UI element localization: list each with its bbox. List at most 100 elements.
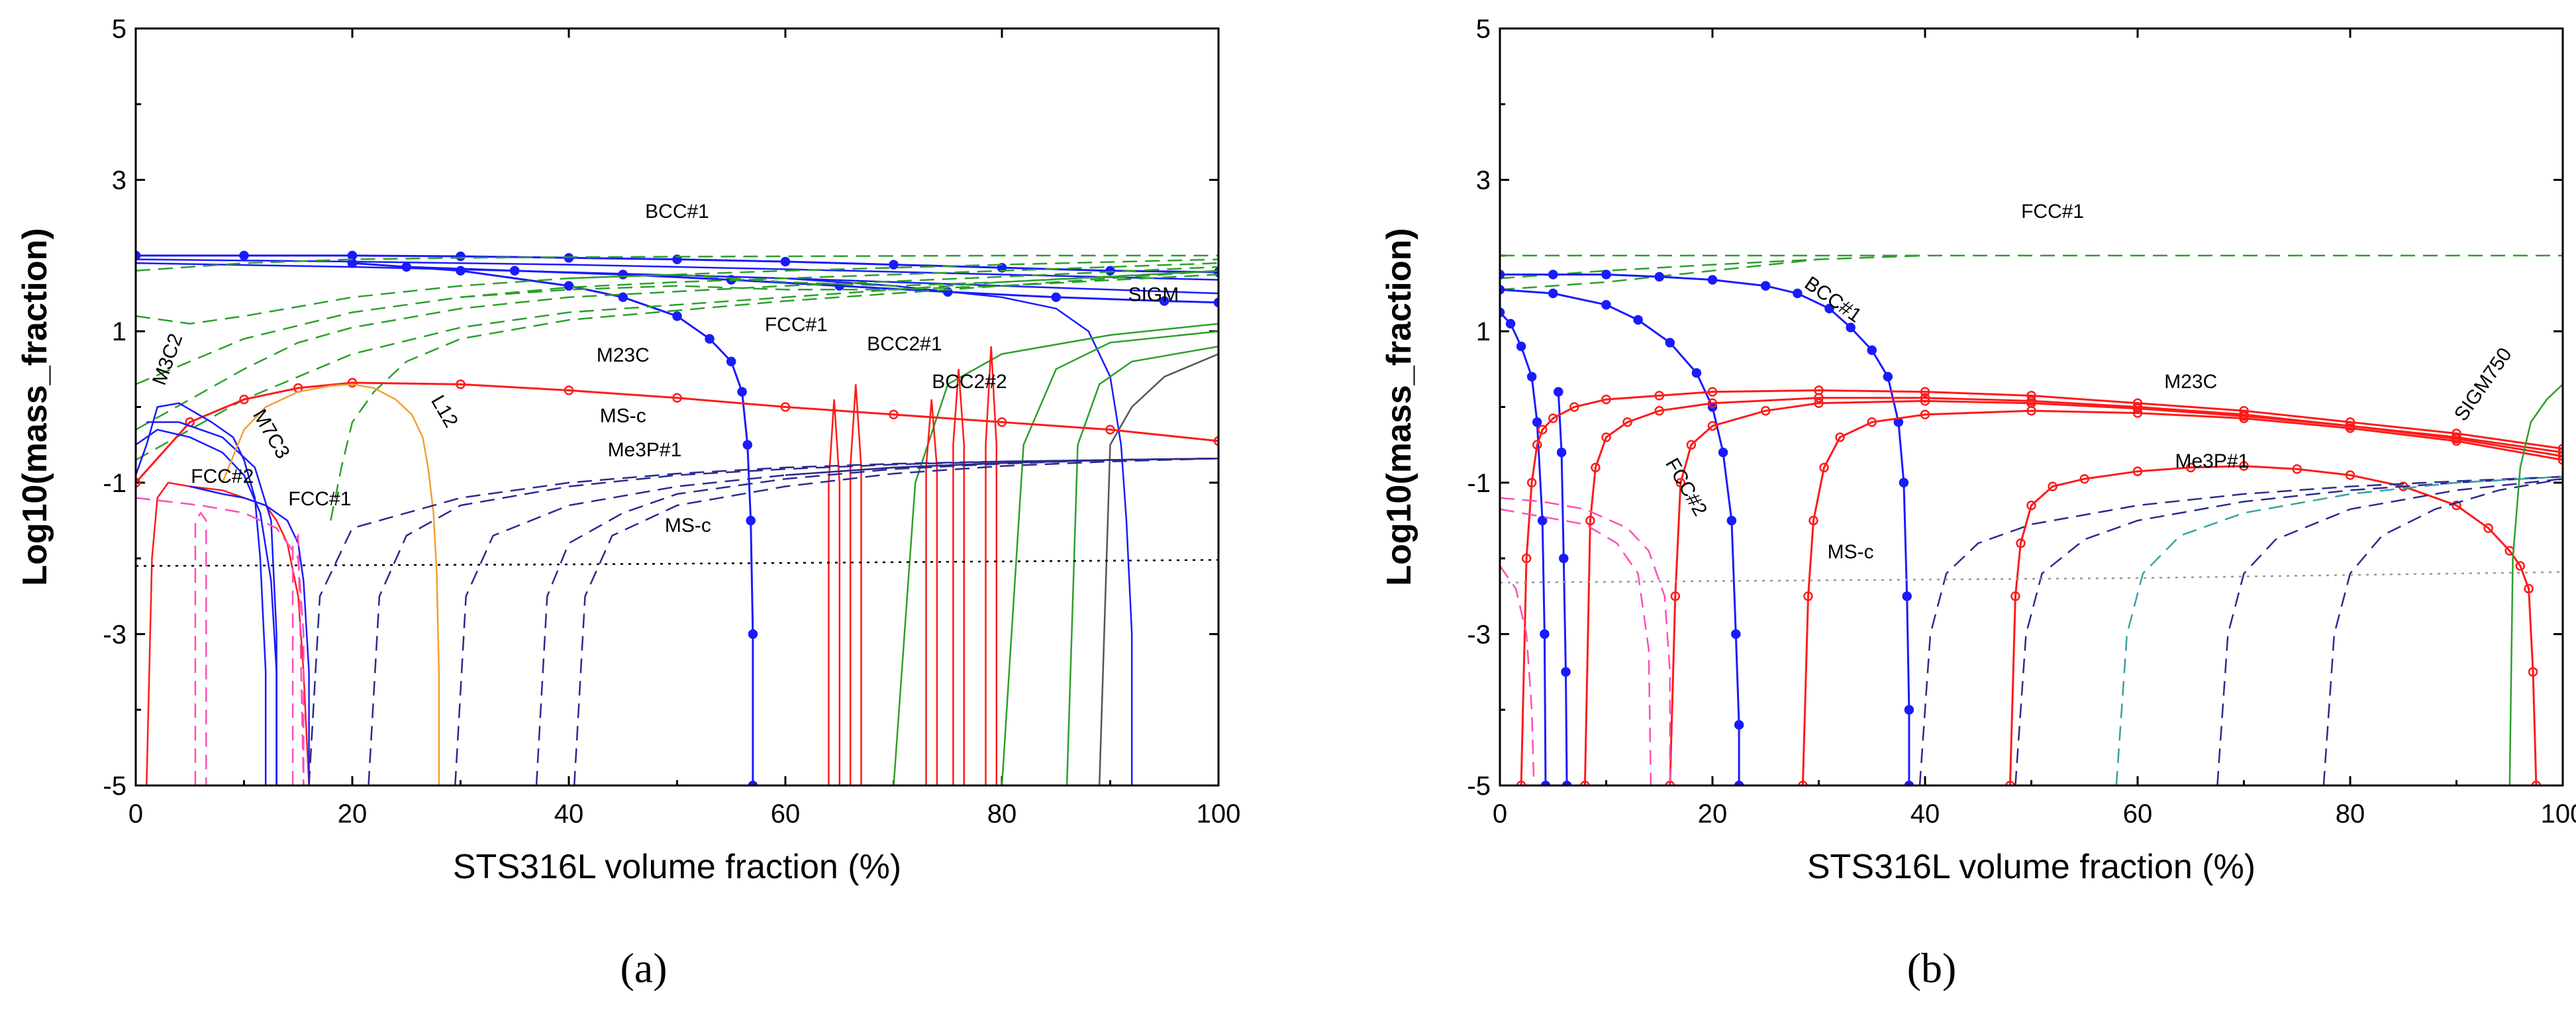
data-point	[1548, 270, 1558, 279]
data-point	[456, 251, 466, 262]
y-tick-label: 5	[112, 15, 126, 44]
series-line	[2008, 465, 2538, 785]
data-point	[239, 250, 249, 261]
series-line	[454, 457, 1218, 785]
data-point	[1761, 405, 1771, 416]
data-point	[2528, 667, 2538, 677]
caption-a: (a)	[620, 944, 668, 991]
data-point	[1521, 553, 1532, 564]
x-tick-label: 20	[1698, 799, 1728, 829]
data-point	[889, 409, 899, 420]
data-point	[1726, 515, 1737, 526]
data-point	[347, 378, 358, 388]
series-line	[1500, 565, 1535, 785]
data-point	[136, 478, 141, 488]
x-tick-label: 0	[1493, 799, 1507, 829]
data-point	[2026, 500, 2036, 511]
x-tick-label: 100	[2541, 799, 2576, 829]
data-point	[748, 629, 758, 639]
data-point	[1516, 341, 1526, 352]
data-point	[2483, 523, 2493, 533]
data-point	[2016, 538, 2026, 548]
data-point	[672, 311, 682, 321]
data-point	[2345, 423, 2355, 433]
data-point	[742, 440, 753, 450]
series-line	[2322, 478, 2563, 785]
series-line	[893, 323, 1218, 785]
x-tick-label: 80	[2336, 799, 2365, 829]
series-line	[136, 254, 1218, 272]
data-point	[1051, 292, 1061, 303]
data-point	[726, 356, 736, 367]
data-point	[1561, 667, 1571, 677]
series-line	[573, 457, 1218, 785]
data-point	[1691, 368, 1702, 378]
series-line	[1098, 353, 1218, 785]
data-point	[1798, 780, 1808, 785]
series-line	[136, 402, 267, 785]
series-line	[952, 369, 966, 785]
data-point	[1105, 266, 1115, 276]
data-point	[2132, 466, 2143, 476]
series-label: L12	[426, 391, 462, 431]
series-label: M23C	[597, 344, 650, 366]
series-line	[221, 383, 440, 785]
data-point	[1654, 272, 1664, 282]
data-point	[1707, 387, 1718, 397]
data-point	[510, 266, 520, 276]
y-tick-label: -5	[1467, 772, 1491, 801]
data-point	[1526, 372, 1537, 382]
data-point	[239, 394, 249, 405]
y-tick-label: -3	[103, 620, 126, 649]
data-point	[1793, 288, 1803, 299]
y-tick-label: 5	[1476, 15, 1491, 44]
data-point	[672, 393, 682, 403]
y-axis-title: Log10(mass_fraction)	[1380, 228, 1418, 585]
series-line	[1065, 345, 1218, 785]
chart-b: 020406080100-5-3-1135FCC#1BCC#1M23CSIGM7…	[1380, 15, 2576, 886]
data-point	[1601, 299, 1611, 310]
x-tick-label: 0	[128, 799, 143, 829]
data-point	[997, 262, 1007, 273]
data-point	[1819, 462, 1829, 473]
series-line	[136, 559, 1218, 567]
y-tick-label: 3	[1476, 166, 1491, 195]
data-point	[1654, 391, 1664, 401]
series-line	[2115, 476, 2563, 785]
x-axis-title: STS316L volume fraction (%)	[1807, 848, 2255, 886]
data-point	[1654, 405, 1664, 416]
data-point	[1803, 591, 1813, 601]
data-point	[1580, 780, 1590, 785]
series-line	[785, 277, 1133, 785]
series-line	[136, 381, 1218, 483]
data-point	[746, 515, 756, 526]
y-tick-label: 1	[1476, 317, 1491, 346]
data-point	[1633, 315, 1643, 325]
data-point	[1867, 345, 1877, 356]
data-point	[1591, 462, 1601, 473]
y-tick-label: -5	[103, 772, 126, 801]
data-point	[2079, 474, 2089, 484]
chart-a: 0 20 40 60 80 100 -5 -3 -1 1 3 5 BCC#1 SIGM FCC#1 BCC2#…	[16, 15, 1241, 886]
data-point	[1505, 319, 1516, 329]
series-label: M23C	[2164, 371, 2217, 393]
data-point	[2048, 481, 2057, 491]
series-line	[136, 497, 305, 785]
data-point	[1707, 398, 1718, 409]
series-label: MS-c	[665, 515, 711, 536]
series-label: M7C3	[248, 406, 294, 463]
data-point	[1670, 591, 1681, 601]
series-line	[146, 481, 310, 785]
x-tick-label: 100	[1197, 799, 1241, 829]
x-tick-label: 60	[771, 799, 801, 829]
data-point	[1920, 409, 1930, 420]
data-point	[1808, 515, 1818, 526]
data-point	[1814, 393, 1824, 403]
series-line	[330, 274, 1218, 521]
y-tick-label: -3	[1467, 620, 1491, 649]
data-point	[1548, 413, 1558, 423]
series-label: Me3P#1	[608, 439, 682, 461]
series-line	[1520, 389, 2563, 785]
data-point	[1686, 440, 1697, 450]
data-point	[1537, 425, 1548, 435]
